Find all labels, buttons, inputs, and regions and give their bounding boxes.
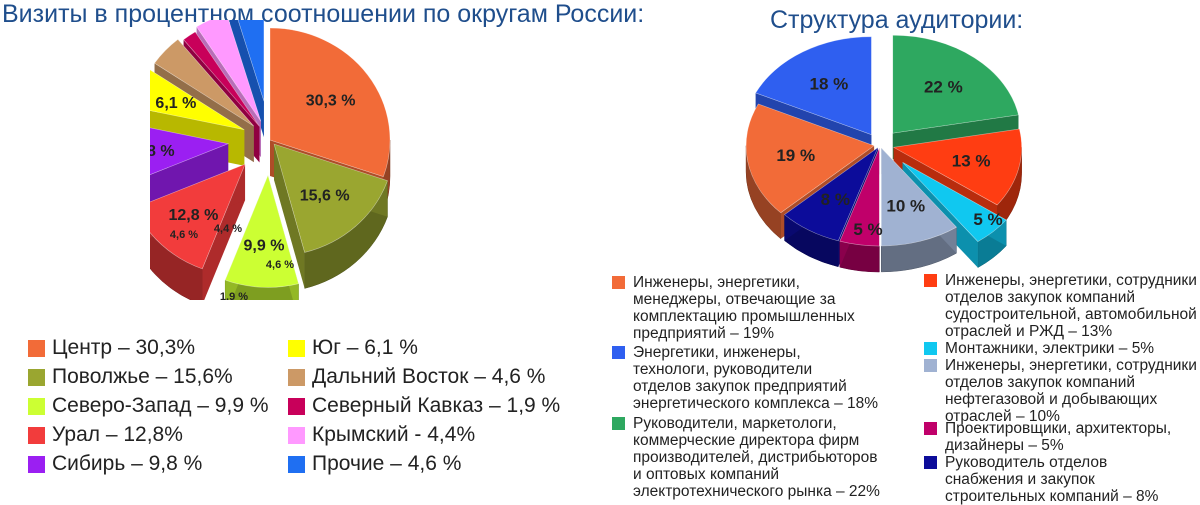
pie-slice	[269, 27, 391, 177]
pie-slice	[892, 128, 1022, 206]
legend-swatch	[612, 346, 625, 359]
pie-data-label: 5 %	[853, 220, 882, 239]
pie-data-label: 8 %	[821, 190, 850, 209]
pie-data-label: 6,1 %	[155, 95, 196, 112]
legend-swatch	[28, 426, 45, 444]
pie-data-label: 9,8 %	[150, 143, 175, 160]
legend-label: Энергетики, инженеры, технологи, руковод…	[633, 344, 879, 412]
pie-slice	[902, 162, 1007, 242]
pie-data-label: 19 %	[776, 146, 815, 165]
pie-data-label: 30,3 %	[306, 92, 356, 109]
pie-slice	[196, 20, 262, 122]
pie-slice	[273, 143, 388, 253]
pie-slice	[745, 103, 875, 214]
pie-slice	[755, 36, 872, 136]
legend-swatch	[28, 339, 45, 357]
legend-label: Северо-Запад – 9,9 %	[52, 394, 269, 417]
legend-item: Руководитель отделов снабжения и закупок…	[924, 454, 1200, 505]
legend-label: Инженеры, энергетики, сотрудники отделов…	[945, 272, 1197, 340]
pie-data-label: 4,6 %	[266, 259, 294, 271]
pie-data-label: 9,9 %	[244, 237, 285, 254]
legend-item: Северный Кавказ – 1,9 %	[288, 394, 560, 418]
legend-swatch	[924, 342, 937, 355]
legend-item: Энергетики, инженеры, технологи, руковод…	[612, 344, 912, 412]
legend-swatch	[28, 455, 45, 473]
pie-slice	[892, 35, 1019, 134]
legend-label: Крымский - 4,4%	[312, 423, 476, 446]
legend-swatch	[288, 426, 305, 444]
pie-data-label: 4,4 %	[214, 223, 242, 235]
legend-item: Прочие – 4,6 %	[288, 452, 461, 476]
legend-label: Дальний Восток – 4,6 %	[312, 365, 546, 388]
legend-swatch	[612, 417, 625, 430]
pie-slice	[150, 69, 245, 130]
pie-slice	[839, 147, 880, 247]
legend-label: Урал – 12,8%	[52, 423, 183, 446]
legend-swatch	[612, 276, 625, 289]
legend-label: Северный Кавказ – 1,9 %	[312, 394, 561, 417]
pie-slice	[150, 127, 230, 176]
legend-label: Центр – 30,3%	[52, 336, 196, 359]
pie-slice-wall	[274, 144, 305, 289]
legend-label: Инженеры, энергетики, сотрудники отделов…	[945, 357, 1197, 425]
legend-swatch	[924, 359, 937, 372]
left-chart-title: Визиты в процентном соотношении по округ…	[2, 0, 645, 28]
legend-swatch	[924, 456, 937, 469]
pie-data-label: 13 %	[952, 152, 991, 171]
legend-swatch	[924, 422, 937, 435]
legend-item: Юг – 6,1 %	[288, 336, 418, 360]
pie-data-label: 22 %	[924, 77, 963, 96]
pie-data-label: 10 %	[886, 197, 925, 216]
legend-label: Сибирь – 9,8 %	[52, 452, 203, 475]
legend-item: Крымский - 4,4%	[288, 423, 475, 447]
legend-swatch	[288, 397, 305, 415]
pie-slice	[154, 38, 255, 127]
right-chart-title: Структура аудитории:	[770, 6, 1024, 34]
legend-swatch	[28, 368, 45, 386]
legend-item: Проектировщики, архитекторы, дизайнеры –…	[924, 420, 1200, 454]
legend-swatch	[288, 455, 305, 473]
pie-slice	[224, 174, 299, 288]
legend-item: Северо-Запад – 9,9 %	[28, 394, 269, 418]
regions-pie-chart: 30,3 % 15,6 % 9,9 % 12,8 % 9,8 % 6,1 % 4,6 % 1,…	[150, 20, 391, 300]
legend-label: Прочие – 4,6 %	[312, 452, 462, 475]
legend-label: Проектировщики, архитекторы, дизайнеры –…	[945, 420, 1172, 454]
legend-label: Руководитель отделов снабжения и закупок…	[945, 454, 1159, 505]
legend-item: Центр – 30,3%	[28, 336, 195, 360]
legend-label: Руководители, маркетологи, коммерческие …	[633, 415, 880, 500]
pie-slice	[880, 147, 957, 247]
pie-slice	[150, 163, 246, 270]
legend-item: Сибирь – 9,8 %	[28, 452, 202, 476]
pie-slice	[237, 20, 265, 102]
pie-slice	[183, 31, 260, 127]
pie-data-label: 15,6 %	[300, 188, 350, 205]
pie-slice	[784, 146, 879, 242]
legend-item: Инженеры, энергетики, сотрудники отделов…	[924, 357, 1200, 425]
legend-item: Дальний Восток – 4,6 %	[288, 365, 545, 389]
pie-data-label: 1,9 %	[220, 291, 248, 300]
audience-pie-chart: 22 %13 %5 %10 %5 %8 %19 %18 %	[745, 35, 1022, 273]
legend-item: Инженеры, энергетики, менеджеры, отвечаю…	[612, 274, 912, 342]
pie-data-label: 18 %	[810, 74, 849, 93]
legend-swatch	[288, 339, 305, 357]
legend-item: Инженеры, энергетики, сотрудники отделов…	[924, 272, 1200, 340]
pie-data-label: 5 %	[973, 210, 1002, 229]
legend-swatch	[288, 368, 305, 386]
legend-swatch	[924, 274, 937, 287]
legend-label: Монтажники, электрики – 5%	[945, 340, 1155, 357]
legend-item: Урал – 12,8%	[28, 423, 183, 447]
pie-data-label: 4,6 %	[170, 229, 198, 241]
legend-item: Монтажники, электрики – 5%	[924, 340, 1200, 357]
legend-label: Юг – 6,1 %	[312, 336, 418, 359]
pie-data-label: 12,8 %	[169, 207, 219, 224]
legend-item: Руководители, маркетологи, коммерческие …	[612, 415, 912, 500]
legend-label: Поволжье – 15,6%	[52, 365, 233, 388]
legend-swatch	[28, 397, 45, 415]
legend-label: Инженеры, энергетики, менеджеры, отвечаю…	[633, 274, 855, 342]
legend-item: Поволжье – 15,6%	[28, 365, 233, 389]
